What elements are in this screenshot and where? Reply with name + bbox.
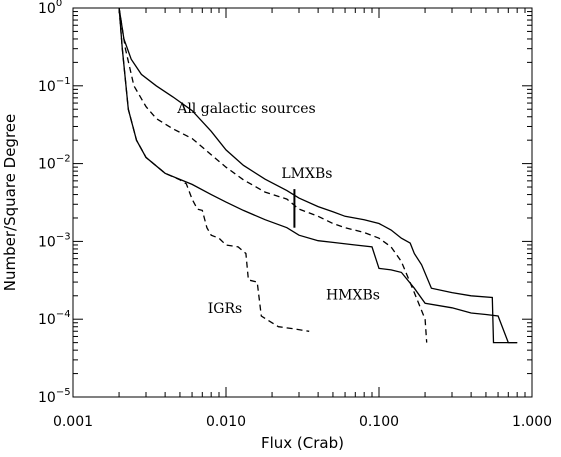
axis-ticks bbox=[72, 7, 532, 398]
annotation-hmxbs: HMXBs bbox=[326, 287, 380, 303]
y-tick-label: 10−3 bbox=[38, 231, 71, 250]
y-tick-label: 10−4 bbox=[38, 309, 71, 328]
plot-area-border bbox=[72, 7, 533, 398]
y-tick-label: 10−5 bbox=[38, 387, 71, 406]
x-tick-label: 0.001 bbox=[53, 414, 93, 430]
series-line-1 bbox=[118, 7, 518, 344]
plot-frame bbox=[72, 7, 533, 398]
y-tick-label: 10−1 bbox=[38, 76, 71, 95]
annotation-all-galactic-sources: All galactic sources bbox=[176, 101, 316, 117]
x-tick-label: 1.000 bbox=[512, 414, 552, 430]
x-tick-labels: 0.001 0.010 0.100 1.000 bbox=[53, 414, 552, 430]
y-tick-label: 100 bbox=[38, 0, 62, 17]
x-tick-label: 0.010 bbox=[206, 414, 246, 430]
x-tick-label: 0.100 bbox=[359, 414, 399, 430]
y-tick-labels: 100 10−1 10−2 10−3 10−4 10−5 bbox=[38, 0, 71, 406]
y-tick-label: 10−2 bbox=[38, 154, 71, 173]
series-line-2 bbox=[118, 7, 428, 343]
annotation-igrs: IGRs bbox=[208, 301, 242, 317]
annotation-lmxbs: LMXBs bbox=[281, 166, 332, 182]
series-line-4 bbox=[118, 7, 310, 332]
x-axis-title: Flux (Crab) bbox=[261, 434, 344, 452]
series-group bbox=[118, 7, 518, 344]
y-axis-title: Number/Square Degree bbox=[1, 114, 19, 291]
